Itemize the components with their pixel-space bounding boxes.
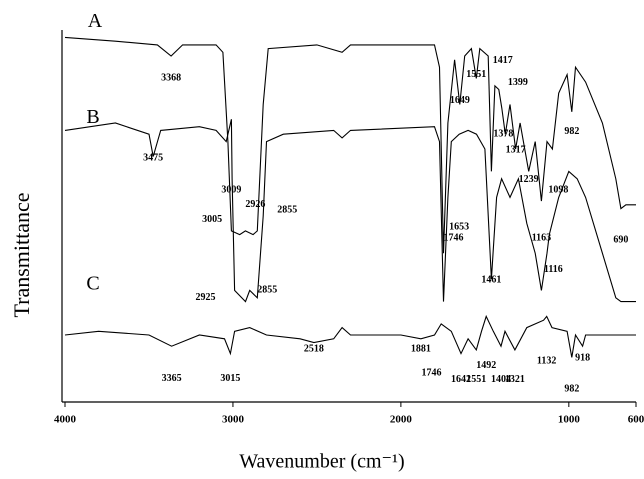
peak-label: 1404	[491, 374, 511, 385]
peak-label: 918	[575, 352, 590, 363]
peak-label: 3475	[143, 152, 163, 163]
series-label: A	[88, 10, 103, 32]
peak-label: 1321	[505, 374, 525, 385]
peak-label: 2925	[196, 292, 216, 303]
x-tick-label: 1000	[558, 414, 581, 426]
x-tick-label: 600	[628, 414, 644, 426]
peak-label: 3368	[161, 73, 181, 84]
peak-label: 1551	[466, 374, 486, 385]
x-tick-label: 3000	[222, 414, 245, 426]
x-tick-label: 4000	[54, 414, 77, 426]
peak-label: 3015	[220, 373, 240, 384]
peak-label: 3365	[162, 373, 182, 384]
peak-label: 690	[613, 234, 628, 245]
peak-label: 1649	[450, 95, 470, 106]
peak-label: 1417	[493, 55, 513, 66]
series-label: C	[86, 273, 99, 295]
peak-label: 3009	[221, 184, 241, 195]
peak-label: 1746	[422, 367, 442, 378]
peak-label: 2518	[304, 343, 324, 354]
peak-label: 2855	[277, 204, 297, 215]
peak-label: 982	[564, 126, 579, 137]
peak-label: 982	[564, 383, 579, 394]
peak-label: 3005	[202, 214, 222, 225]
peak-label: 1653	[449, 221, 469, 232]
peak-label: 1098	[548, 184, 568, 195]
peak-label: 1551	[466, 69, 486, 80]
peak-label: 1881	[411, 343, 431, 354]
peak-label: 1317	[506, 144, 526, 155]
peak-label: 1399	[508, 77, 528, 88]
x-tick-label: 2000	[390, 414, 413, 426]
spectrum-line	[64, 119, 636, 303]
peak-label: 1378	[493, 128, 513, 139]
spectrum-line	[64, 36, 636, 254]
y-axis-label: Transmittance	[9, 192, 34, 317]
peak-label: 1461	[481, 274, 501, 285]
spectrum-line	[64, 314, 636, 358]
peak-label: 2926	[245, 199, 265, 210]
series-label: B	[86, 106, 99, 128]
peak-label: 1132	[537, 355, 556, 366]
peak-label: 2855	[257, 285, 277, 296]
peak-label: 1492	[476, 360, 496, 371]
peak-label: 1746	[444, 233, 464, 244]
peak-label: 1642	[451, 374, 471, 385]
x-axis-label: Wavenumber (cm⁻¹)	[239, 451, 404, 473]
peak-label: 1163	[532, 233, 551, 244]
peak-label: 1116	[544, 264, 563, 275]
peak-label: 1239	[519, 174, 539, 185]
